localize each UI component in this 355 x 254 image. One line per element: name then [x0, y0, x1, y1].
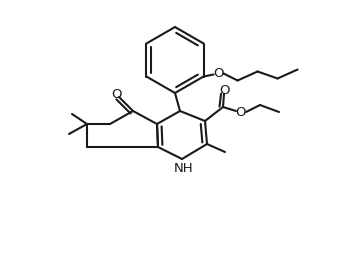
Text: O: O	[213, 67, 224, 80]
Text: O: O	[220, 84, 230, 97]
Text: O: O	[111, 87, 121, 101]
Text: O: O	[236, 105, 246, 119]
Text: NH: NH	[174, 163, 194, 176]
